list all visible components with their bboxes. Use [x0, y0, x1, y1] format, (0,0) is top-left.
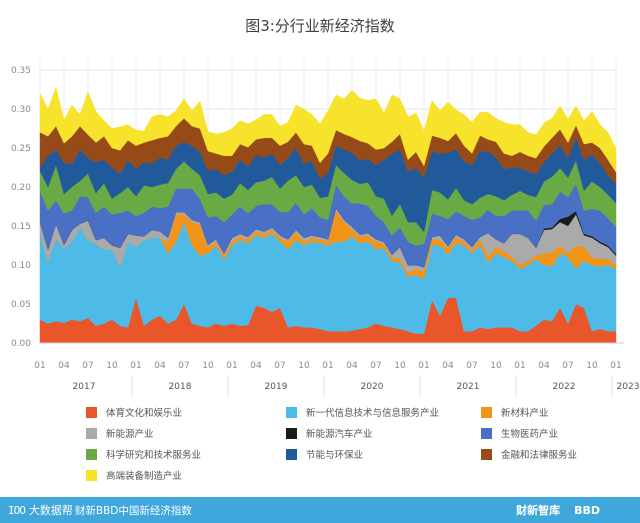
x-tick-label: 01: [514, 361, 525, 371]
legend-item: 高端装备制造产业: [86, 468, 182, 482]
x-tick-label: 04: [538, 361, 550, 371]
footer-left: IOO 大数据帮 财新BBD中国新经济指数: [8, 502, 192, 518]
x-tick-label: 04: [58, 361, 70, 371]
legend-label: 新能源产业: [106, 429, 154, 440]
legend-item: 新一代信息技术与信息服务产业: [286, 405, 439, 419]
legend-item: 体育文化和娱乐业: [86, 405, 182, 419]
legend-label: 科学研究和技术服务业: [106, 450, 202, 461]
footer-brand-caixin: 财新智库: [516, 504, 561, 517]
legend-swatch: [286, 406, 297, 418]
area-series-group: [39, 86, 617, 344]
legend-swatch: [481, 448, 492, 460]
y-axis: 0.00 0.05 0.10 0.15 0.20 0.25 0.30 0.35: [11, 66, 31, 349]
x-tick-label: 10: [106, 361, 118, 371]
legend-label: 高端装备制造产业: [106, 471, 183, 482]
x-tick-label: 01: [130, 361, 141, 371]
legend-swatch: [86, 427, 97, 439]
legend-swatch: [86, 469, 97, 481]
x-tick-label: 04: [442, 361, 454, 371]
legend-item: 新材料产业: [481, 405, 549, 419]
y-tick-label: 0.35: [11, 66, 31, 76]
chart-title: 图3:分行业新经济指数: [245, 17, 395, 35]
year-label: 2017: [73, 382, 96, 392]
x-tick-label: 10: [298, 361, 310, 371]
x-tick-label: 01: [322, 361, 333, 371]
x-tick-label: 07: [370, 361, 381, 371]
legend-label: 金融和法律服务业: [501, 450, 578, 461]
x-axis: 01 04 07 10 01 04 07 10 01 04 07 10 01 04 07 10 01 04 07 10…: [34, 342, 640, 397]
area-series-10: [39, 86, 617, 173]
legend-swatch: [86, 448, 97, 460]
y-tick-label: 0.05: [11, 300, 31, 310]
x-tick-label: 04: [346, 361, 358, 371]
x-tick-label: 01: [34, 361, 45, 371]
x-tick-label: 07: [274, 361, 285, 371]
y-tick-label: 0.20: [11, 183, 31, 193]
x-tick-label: 07: [82, 361, 93, 371]
x-tick-label: 01: [226, 361, 237, 371]
x-tick-label: 10: [586, 361, 598, 371]
footer-right: 财新智库 BBD: [502, 502, 600, 518]
y-tick-label: 0.25: [11, 144, 31, 154]
legend-swatch: [286, 448, 297, 460]
footer-left-text: 财新BBD中国新经济指数: [74, 504, 192, 517]
x-tick-label: 01: [418, 361, 429, 371]
year-label: 2019: [265, 382, 288, 392]
legend-label: 新一代信息技术与信息服务产业: [306, 408, 440, 419]
legend-swatch: [481, 427, 492, 439]
x-tick-label: 07: [466, 361, 477, 371]
legend-item: 生物医药产业: [481, 426, 558, 440]
year-label: 2023: [617, 382, 640, 392]
year-label: 2020: [361, 382, 384, 392]
x-tick-label: 04: [154, 361, 166, 371]
y-tick-label: 0.15: [11, 222, 31, 232]
legend-label: 节能与环保业: [306, 450, 364, 461]
year-label: 2018: [169, 382, 192, 392]
x-tick-label: 10: [202, 361, 214, 371]
year-label: 2022: [553, 382, 576, 392]
legend-label: 新能源汽车产业: [306, 429, 373, 440]
legend-item: 节能与环保业: [286, 447, 363, 461]
y-tick-label: 0.30: [11, 105, 31, 115]
legend-item: 新能源汽车产业: [286, 426, 373, 440]
legend-label: 新材料产业: [501, 408, 549, 419]
legend-item: 科学研究和技术服务业: [86, 447, 201, 461]
footer-logo-text: 大数据帮: [28, 504, 73, 517]
x-tick-label: 07: [562, 361, 573, 371]
legend-swatch: [481, 406, 492, 418]
legend-swatch: [286, 427, 297, 439]
footer-bar: IOO 大数据帮 财新BBD中国新经济指数 财新智库 BBD: [0, 497, 640, 523]
footer-brand-bbd: BBD: [574, 503, 600, 517]
bbd-logo-icon: IOO: [8, 503, 26, 517]
legend-item: 新能源产业: [86, 426, 154, 440]
legend-swatch: [86, 406, 97, 418]
x-tick-label: 07: [178, 361, 189, 371]
legend-item: 金融和法律服务业: [481, 447, 577, 461]
legend-label: 体育文化和娱乐业: [106, 408, 183, 419]
y-tick-label: 0.00: [11, 339, 31, 349]
x-tick-label: 10: [490, 361, 502, 371]
year-label: 2021: [457, 382, 480, 392]
y-tick-label: 0.10: [11, 261, 31, 271]
x-tick-label: 10: [394, 361, 406, 371]
x-tick-label: 01: [610, 361, 621, 371]
x-tick-label: 04: [250, 361, 262, 371]
legend-label: 生物医药产业: [501, 429, 559, 440]
